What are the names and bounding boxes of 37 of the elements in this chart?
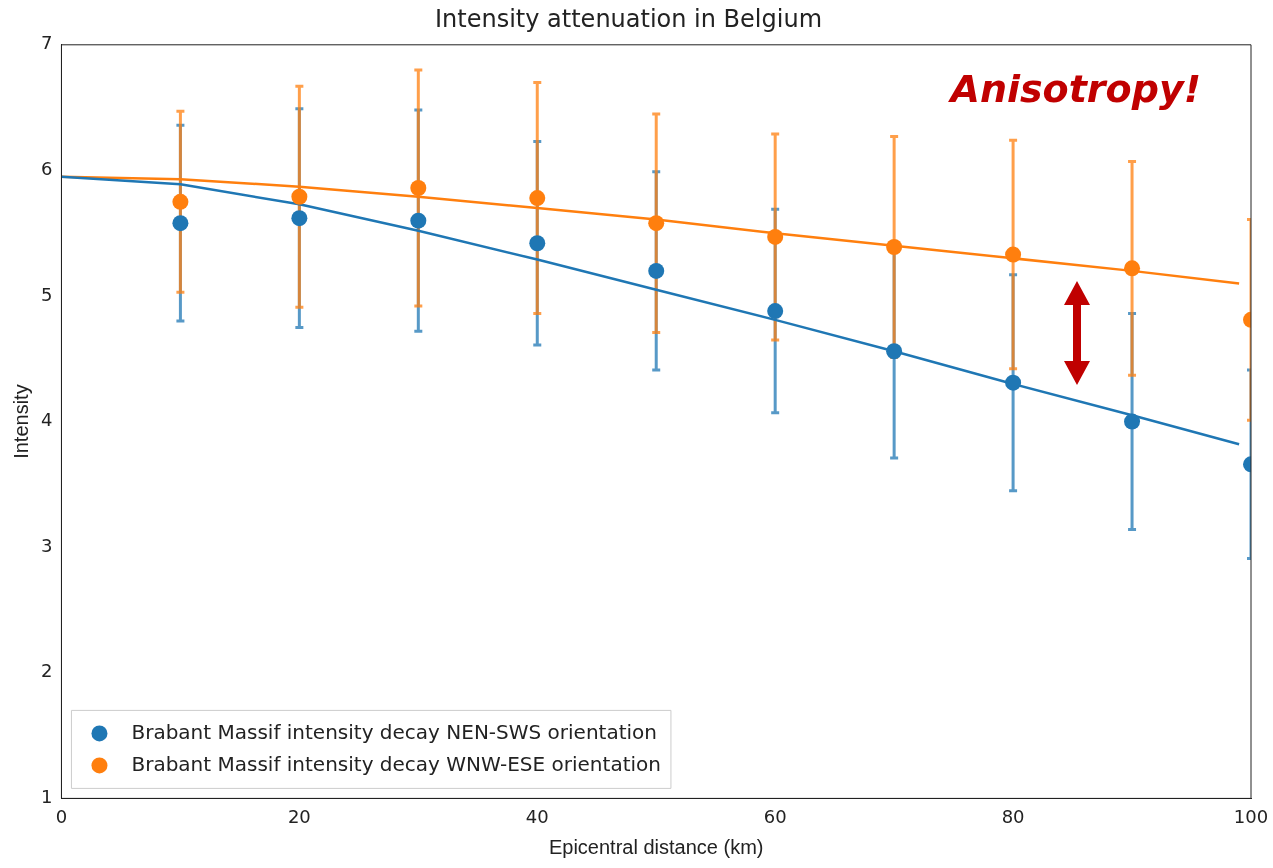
y-tick-label: 4 xyxy=(41,409,53,431)
annotation: Anisotropy! xyxy=(947,66,1201,111)
point xyxy=(1005,374,1022,391)
chart-title: Intensity attenuation in Belgium xyxy=(434,4,823,33)
point xyxy=(886,239,903,256)
point xyxy=(291,210,308,227)
point xyxy=(529,235,546,252)
x-tick-label: 20 xyxy=(287,805,311,827)
point xyxy=(172,193,189,210)
point xyxy=(648,262,665,279)
x-tick-label: 60 xyxy=(763,805,787,827)
point xyxy=(767,228,784,245)
point xyxy=(410,212,427,229)
point xyxy=(172,215,189,232)
legend-label: Brabant Massif intensity decay WNW-ESE orientation xyxy=(131,751,661,776)
x-axis-title: Epicentral distance (km) xyxy=(548,835,764,858)
point xyxy=(767,303,784,320)
point xyxy=(1124,413,1141,430)
x-tick-label: 80 xyxy=(1001,805,1025,827)
y-tick-label: 2 xyxy=(41,660,53,682)
y-tick-label: 6 xyxy=(41,158,53,180)
point xyxy=(410,179,427,196)
y-tick-label: 5 xyxy=(41,283,53,305)
point xyxy=(648,215,665,232)
x-tick-label: 0 xyxy=(55,805,68,827)
point xyxy=(291,188,308,205)
legend-label: Brabant Massif intensity decay NEN-SWS orientation xyxy=(131,719,657,744)
x-tick-label: 40 xyxy=(525,805,549,827)
point xyxy=(886,343,903,360)
y-axis-title: Intensity xyxy=(9,384,32,459)
point xyxy=(529,190,546,207)
y-tick-label: 7 xyxy=(41,32,53,54)
point xyxy=(1124,260,1141,277)
y-tick-label: 1 xyxy=(41,786,53,808)
point xyxy=(1005,246,1022,263)
x-tick-label: 100 xyxy=(1233,805,1269,827)
y-tick-label: 3 xyxy=(41,534,53,556)
